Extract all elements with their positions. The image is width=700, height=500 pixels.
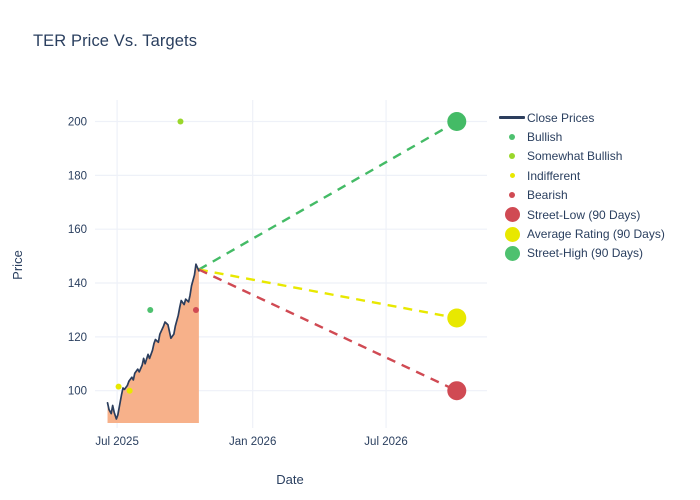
dot-swatch-icon bbox=[509, 173, 515, 179]
legend-item[interactable]: Street-Low (90 Days) bbox=[497, 205, 697, 224]
target-markers[interactable] bbox=[447, 112, 467, 401]
dot-swatch-icon bbox=[504, 207, 520, 223]
target-marker-average-rating-90-days[interactable] bbox=[447, 308, 467, 328]
y-tick-label: 140 bbox=[68, 278, 87, 290]
legend-item[interactable]: Indifferent bbox=[497, 166, 697, 185]
rating-point-somewhat-bullish[interactable] bbox=[177, 118, 184, 125]
legend-dot-swatch-icon bbox=[497, 226, 527, 242]
target-line-average-rating-90-days bbox=[198, 268, 458, 320]
legend-item-label: Indifferent bbox=[527, 168, 581, 183]
y-tick-label: 160 bbox=[68, 224, 87, 236]
y-tick-label: 100 bbox=[68, 386, 87, 398]
target-line-street-high-90-days bbox=[198, 120, 458, 271]
legend-item-label: Bearish bbox=[527, 188, 568, 203]
close-price-area bbox=[107, 264, 199, 423]
legend-line-swatch-icon bbox=[497, 116, 527, 119]
legend-dot-swatch-icon bbox=[497, 245, 527, 261]
target-marker-street-low-90-days[interactable] bbox=[447, 381, 467, 401]
legend-item[interactable]: Bearish bbox=[497, 186, 697, 205]
legend-item-label: Bullish bbox=[527, 130, 563, 145]
close-price-line bbox=[106, 263, 200, 420]
legend-item[interactable]: Street-High (90 Days) bbox=[497, 244, 697, 263]
legend-dot-swatch-icon bbox=[497, 207, 527, 223]
close-price-polyline bbox=[106, 263, 200, 420]
legend-dot-swatch-icon bbox=[497, 153, 527, 160]
chart-title: TER Price Vs. Targets bbox=[33, 32, 198, 50]
rating-point-bullish[interactable] bbox=[147, 306, 154, 313]
legend-item-label: Street-High (90 Days) bbox=[527, 246, 644, 261]
x-tick-label: Jul 2026 bbox=[364, 436, 407, 448]
dot-swatch-icon bbox=[509, 192, 515, 199]
legend-item[interactable]: Average Rating (90 Days) bbox=[497, 224, 697, 243]
y-tick-label: 180 bbox=[68, 170, 87, 182]
y-tick-labels: 100 120 140 160 180 200 bbox=[68, 117, 87, 398]
close-price-fill bbox=[107, 264, 199, 423]
x-gridlines bbox=[116, 100, 387, 428]
rating-point-bearish[interactable] bbox=[192, 306, 199, 313]
x-tick-labels: Jul 2025 Jan 2026 Jul 2026 bbox=[95, 436, 407, 448]
chart-legend: Close Prices Bullish Somewhat Bullish Indif… bbox=[497, 108, 697, 263]
analyst-rating-points[interactable] bbox=[115, 118, 199, 394]
dot-swatch-icon bbox=[509, 153, 515, 160]
dot-swatch-icon bbox=[504, 245, 520, 261]
legend-item-label: Close Prices bbox=[527, 110, 595, 125]
target-line-street-low-90-days bbox=[198, 268, 458, 392]
rating-point-indifferent[interactable] bbox=[126, 387, 133, 394]
legend-item-label: Street-Low (90 Days) bbox=[527, 207, 641, 222]
dot-swatch-icon bbox=[509, 134, 515, 141]
legend-dot-swatch-icon bbox=[497, 173, 527, 179]
y-tick-label: 200 bbox=[68, 117, 87, 129]
x-tick-label: Jan 2026 bbox=[229, 436, 276, 448]
dot-swatch-icon bbox=[504, 226, 520, 242]
legend-item[interactable]: Somewhat Bullish bbox=[497, 147, 697, 166]
line-swatch-icon bbox=[499, 116, 525, 119]
y-tick-label: 120 bbox=[68, 332, 87, 344]
target-projection-lines bbox=[198, 120, 458, 392]
y-gridlines bbox=[95, 120, 487, 392]
legend-item-label: Somewhat Bullish bbox=[527, 149, 623, 164]
rating-point-indifferent[interactable] bbox=[115, 383, 122, 390]
y-axis-title: Price bbox=[10, 250, 25, 280]
legend-dot-swatch-icon bbox=[497, 134, 527, 141]
legend-item[interactable]: Close Prices bbox=[497, 108, 697, 127]
x-axis-title: Date bbox=[276, 472, 303, 487]
legend-dot-swatch-icon bbox=[497, 192, 527, 199]
x-tick-label: Jul 2025 bbox=[95, 436, 138, 448]
target-marker-street-high-90-days[interactable] bbox=[447, 112, 467, 132]
legend-item[interactable]: Bullish bbox=[497, 127, 697, 146]
legend-item-label: Average Rating (90 Days) bbox=[527, 227, 665, 242]
